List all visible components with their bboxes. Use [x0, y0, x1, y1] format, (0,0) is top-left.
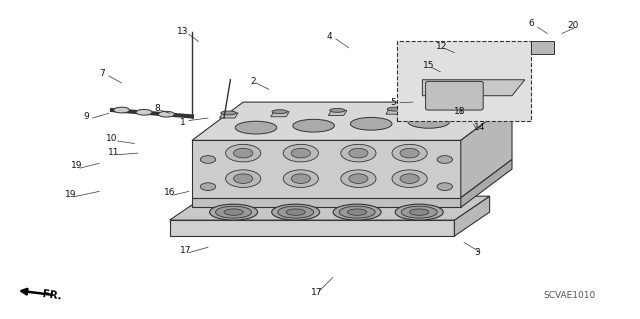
Text: 9: 9: [84, 112, 89, 121]
Text: SCVAE1010: SCVAE1010: [543, 291, 595, 300]
Ellipse shape: [221, 111, 236, 115]
Ellipse shape: [286, 209, 305, 215]
FancyBboxPatch shape: [397, 41, 531, 121]
Ellipse shape: [216, 206, 252, 218]
Polygon shape: [461, 102, 512, 198]
Text: 14: 14: [474, 123, 486, 132]
Ellipse shape: [410, 209, 429, 215]
Polygon shape: [386, 109, 404, 114]
Ellipse shape: [234, 174, 253, 183]
Polygon shape: [454, 196, 490, 236]
Ellipse shape: [272, 110, 287, 114]
Polygon shape: [271, 112, 289, 117]
Ellipse shape: [158, 111, 174, 117]
Ellipse shape: [291, 148, 310, 158]
Polygon shape: [531, 41, 554, 54]
Text: 8: 8: [154, 104, 159, 113]
Text: 10: 10: [106, 134, 118, 143]
Ellipse shape: [408, 115, 450, 128]
Text: 4: 4: [327, 32, 332, 41]
Text: 12: 12: [436, 42, 447, 51]
Circle shape: [437, 156, 452, 163]
Text: 19: 19: [65, 190, 76, 199]
Ellipse shape: [400, 148, 419, 158]
Ellipse shape: [392, 144, 428, 162]
Ellipse shape: [330, 108, 345, 112]
Text: 5: 5: [391, 98, 396, 107]
Text: 13: 13: [177, 27, 188, 36]
Text: 17: 17: [311, 288, 323, 297]
Text: 6: 6: [529, 19, 534, 28]
Ellipse shape: [400, 174, 419, 183]
Text: 11: 11: [108, 148, 120, 157]
Ellipse shape: [348, 209, 367, 215]
Ellipse shape: [341, 144, 376, 162]
Text: 18: 18: [454, 107, 465, 115]
Polygon shape: [422, 80, 525, 96]
Polygon shape: [192, 198, 461, 207]
Polygon shape: [192, 102, 512, 140]
Ellipse shape: [351, 117, 392, 130]
Circle shape: [200, 156, 216, 163]
Polygon shape: [461, 160, 512, 207]
Text: 17: 17: [180, 246, 191, 255]
Ellipse shape: [234, 148, 253, 158]
Polygon shape: [170, 220, 454, 236]
Ellipse shape: [339, 206, 375, 218]
Polygon shape: [220, 113, 238, 118]
Text: 1: 1: [180, 118, 185, 127]
Circle shape: [200, 183, 216, 190]
Ellipse shape: [136, 109, 152, 115]
Ellipse shape: [293, 119, 335, 132]
Text: 19: 19: [71, 161, 83, 170]
Ellipse shape: [341, 170, 376, 188]
Circle shape: [437, 183, 452, 190]
Ellipse shape: [210, 204, 258, 220]
Text: 7: 7: [100, 69, 105, 78]
FancyBboxPatch shape: [426, 81, 483, 110]
Ellipse shape: [387, 107, 403, 111]
Ellipse shape: [392, 170, 428, 188]
Polygon shape: [192, 140, 461, 198]
Text: 15: 15: [423, 61, 435, 70]
Polygon shape: [328, 110, 347, 115]
Ellipse shape: [349, 148, 368, 158]
Ellipse shape: [396, 204, 444, 220]
Polygon shape: [170, 196, 490, 220]
Text: FR.: FR.: [42, 289, 62, 301]
Ellipse shape: [226, 144, 261, 162]
Ellipse shape: [349, 174, 368, 183]
Ellipse shape: [226, 170, 261, 188]
Ellipse shape: [224, 209, 243, 215]
Text: 20: 20: [567, 21, 579, 30]
Text: 2: 2: [250, 77, 255, 86]
Ellipse shape: [283, 144, 319, 162]
Text: 3: 3: [474, 248, 479, 256]
Ellipse shape: [272, 204, 320, 220]
Ellipse shape: [114, 107, 129, 113]
Ellipse shape: [278, 206, 314, 218]
Ellipse shape: [236, 121, 277, 134]
Ellipse shape: [333, 204, 381, 220]
Ellipse shape: [283, 170, 319, 188]
Text: 16: 16: [164, 189, 175, 197]
Ellipse shape: [291, 174, 310, 183]
Ellipse shape: [401, 206, 437, 218]
